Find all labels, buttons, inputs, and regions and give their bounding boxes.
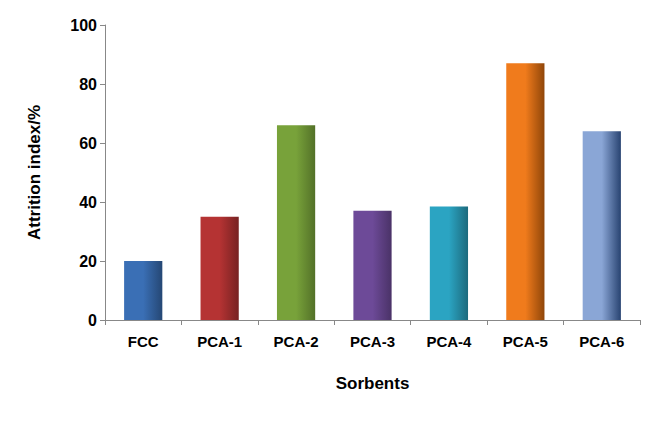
svg-text:0: 0: [88, 312, 97, 329]
svg-text:Sorbents: Sorbents: [336, 374, 410, 393]
svg-text:80: 80: [79, 76, 97, 93]
svg-text:FCC: FCC: [128, 333, 159, 350]
svg-text:60: 60: [79, 135, 97, 152]
svg-text:40: 40: [79, 194, 97, 211]
svg-text:PCA-6: PCA-6: [579, 333, 624, 350]
svg-text:PCA-3: PCA-3: [350, 333, 395, 350]
svg-text:20: 20: [79, 253, 97, 270]
svg-text:Attrition index/%: Attrition index/%: [25, 105, 44, 240]
svg-text:PCA-2: PCA-2: [274, 333, 319, 350]
svg-text:100: 100: [70, 17, 97, 34]
svg-text:PCA-5: PCA-5: [503, 333, 548, 350]
svg-text:PCA-4: PCA-4: [426, 333, 472, 350]
svg-text:PCA-1: PCA-1: [197, 333, 242, 350]
